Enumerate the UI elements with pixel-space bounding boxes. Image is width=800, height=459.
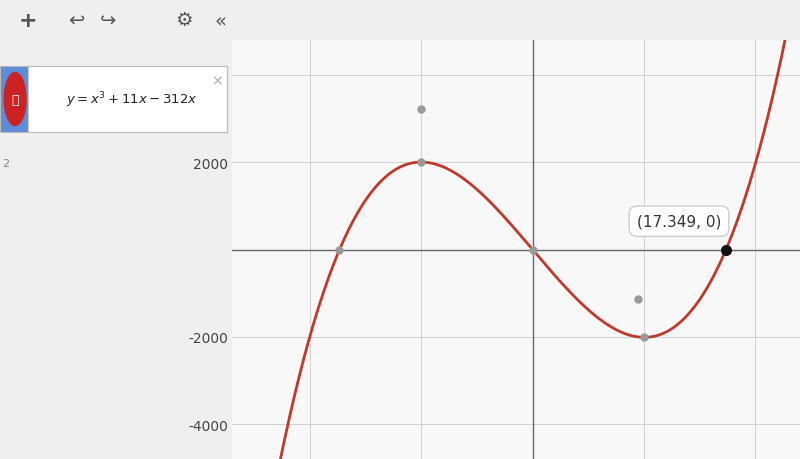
- FancyBboxPatch shape: [28, 67, 227, 133]
- Text: $y = x^3 + 11x - 312x$: $y = x^3 + 11x - 312x$: [66, 90, 198, 110]
- Text: (17.349, 0): (17.349, 0): [637, 214, 722, 229]
- Text: ↩: ↩: [68, 11, 84, 30]
- Text: 𝒩: 𝒩: [11, 93, 19, 106]
- Text: ⚙: ⚙: [175, 11, 193, 30]
- Bar: [0, 67, 30, 133]
- Text: «: «: [214, 11, 226, 30]
- Text: ×: ×: [211, 75, 222, 89]
- Text: ↪: ↪: [100, 11, 116, 30]
- Text: +: +: [18, 11, 38, 31]
- Text: 2: 2: [2, 158, 10, 168]
- Text: 1: 1: [2, 75, 10, 85]
- Ellipse shape: [3, 73, 26, 127]
